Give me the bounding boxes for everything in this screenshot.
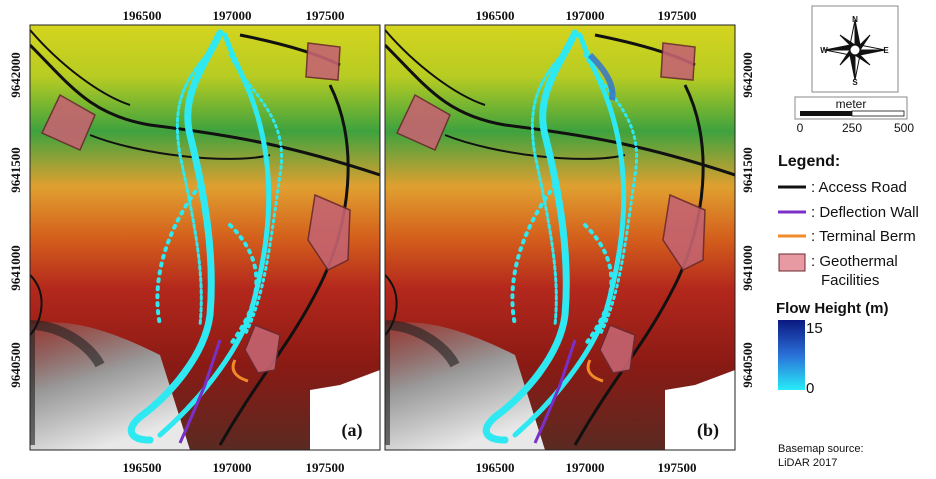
map-panel: (b): [385, 25, 735, 450]
legend-item: Facilities: [821, 272, 879, 289]
panel-label: (a): [342, 420, 363, 441]
scale-tick: 500: [894, 121, 914, 135]
y-tick-label: 9642000: [8, 52, 23, 98]
y-tick-label: 9641000: [8, 245, 23, 291]
panel-label: (b): [697, 420, 719, 441]
compass-label: S: [852, 78, 858, 87]
scale-tick: 250: [842, 121, 862, 135]
legend: Legend: : Access Road : Deflection Wall …: [778, 153, 919, 289]
y-tick-label: 9641500: [740, 147, 755, 193]
flow-height-max: 15: [806, 320, 823, 337]
flow-height-title: Flow Height (m): [776, 300, 889, 317]
x-tick-label: 197000: [566, 460, 605, 475]
source-note: Basemap source:: [778, 443, 864, 455]
x-tick-label: 196500: [476, 8, 515, 23]
scale-unit: meter: [836, 97, 867, 111]
source-note: LiDAR 2017: [778, 457, 837, 469]
compass: N S E W: [812, 6, 898, 92]
compass-label: W: [820, 46, 828, 55]
x-tick-label: 197000: [213, 8, 252, 23]
map-panel: (a): [30, 25, 380, 450]
legend-item: : Deflection Wall: [811, 204, 919, 221]
x-tick-label: 197000: [566, 8, 605, 23]
y-tick-label: 9642000: [740, 52, 755, 98]
x-tick-label: 197500: [658, 8, 697, 23]
legend-item: : Terminal Berm: [811, 228, 916, 245]
y-tick-label: 9640500: [740, 342, 755, 388]
x-tick-label: 197500: [306, 460, 345, 475]
flow-height-min: 0: [806, 380, 814, 397]
compass-label: E: [883, 46, 889, 55]
figure: (a) (b) 196500 197000 197500 196500 1970…: [0, 0, 936, 479]
legend-item: : Access Road: [811, 179, 907, 196]
x-tick-label: 197000: [213, 460, 252, 475]
x-tick-label: 196500: [123, 460, 162, 475]
legend-title: Legend:: [778, 153, 840, 170]
x-tick-label: 197500: [306, 8, 345, 23]
y-tick-label: 9641000: [740, 245, 755, 291]
x-tick-label: 196500: [476, 460, 515, 475]
flow-height-scale: Flow Height (m) 15 0: [776, 300, 889, 397]
compass-label: N: [852, 15, 858, 24]
legend-item: : Geothermal: [811, 253, 898, 270]
scale-tick: 0: [797, 121, 804, 135]
x-tick-label: 197500: [658, 460, 697, 475]
scale-bar: meter 0 250 500: [795, 97, 914, 135]
y-tick-label: 9641500: [8, 147, 23, 193]
x-tick-label: 196500: [123, 8, 162, 23]
y-tick-label: 9640500: [8, 342, 23, 388]
